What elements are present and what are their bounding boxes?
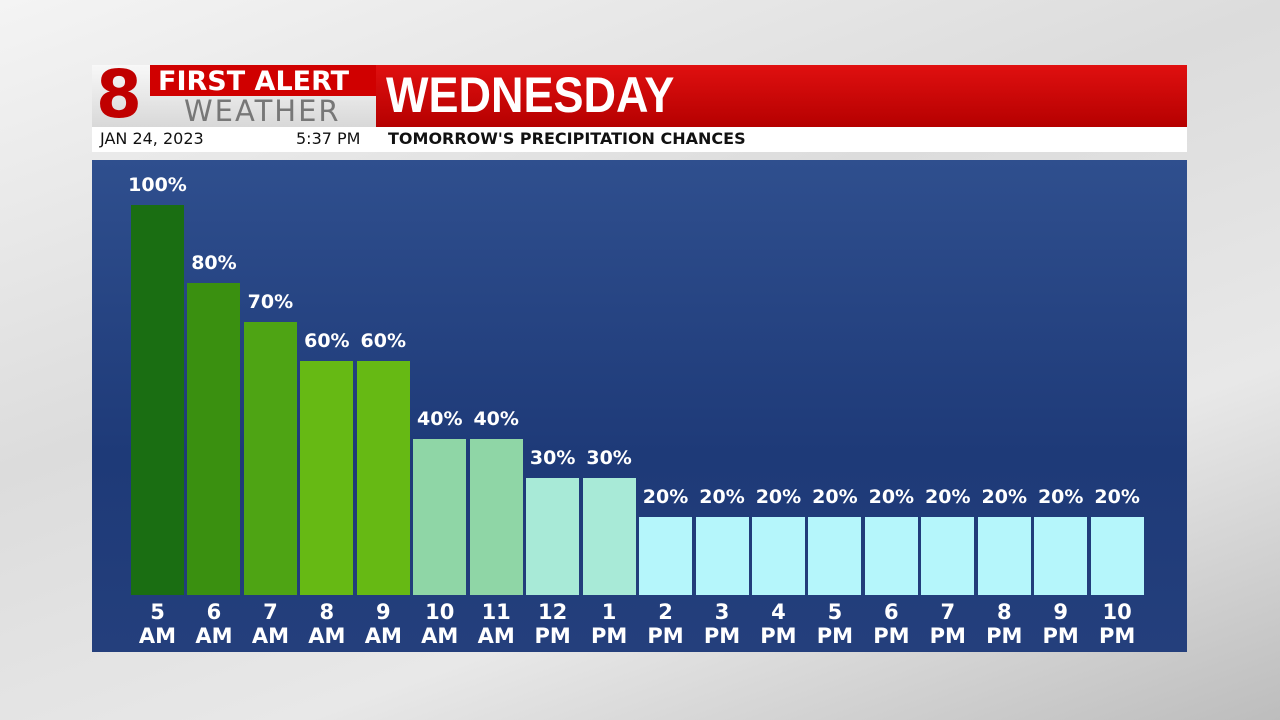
title: WEDNESDAY (386, 67, 675, 123)
value-label: 20% (1037, 486, 1084, 508)
value-label: 80% (191, 252, 237, 274)
x-tick-label: 1 PM (590, 600, 628, 648)
logo-number: 8 (96, 56, 142, 133)
value-label: 20% (755, 486, 802, 508)
bar (977, 517, 1031, 595)
value-label: 20% (981, 486, 1027, 508)
value-label: 20% (925, 486, 971, 508)
bar (1034, 517, 1088, 595)
bar (356, 361, 410, 595)
value-label: 20% (699, 486, 745, 508)
value-label: 20% (1094, 486, 1140, 508)
bar (469, 439, 523, 595)
bar (1090, 517, 1144, 595)
x-tick-label: 8 PM (986, 600, 1023, 648)
x-tick-label: 2 PM (647, 600, 684, 648)
x-tick-label: 5 PM (816, 600, 854, 648)
time: 5:37 PM (296, 129, 361, 148)
date: JAN 24, 2023 (100, 129, 204, 148)
bar (751, 517, 805, 595)
bar (808, 517, 862, 595)
x-tick-label: 9 AM (364, 600, 402, 648)
bar (413, 439, 467, 595)
title-bar (376, 65, 1187, 127)
value-label: 20% (642, 486, 689, 508)
x-tick-label: 11 AM (477, 600, 515, 648)
value-label: 60% (360, 330, 407, 352)
info-strip (92, 127, 1187, 152)
x-tick-label: 8 AM (308, 600, 346, 648)
bar (582, 478, 636, 595)
x-tick-label: 10 PM (1098, 600, 1136, 648)
value-label: 30% (586, 447, 632, 469)
value-label: 40% (417, 408, 463, 430)
value-label: 30% (529, 447, 576, 469)
x-tick-label: 6 PM (873, 600, 910, 648)
bar (864, 517, 918, 595)
logo-line2: WEATHER (184, 94, 341, 128)
value-label: 100% (128, 174, 187, 196)
x-tick-label: 3 PM (703, 600, 741, 648)
x-tick-label: 7 AM (251, 600, 289, 648)
bar (695, 517, 749, 595)
bar (921, 517, 975, 595)
value-label: 70% (247, 291, 294, 313)
x-tick-label: 7 PM (929, 600, 966, 648)
bar (131, 205, 184, 595)
value-label: 20% (868, 486, 915, 508)
value-label: 60% (304, 330, 350, 352)
x-tick-label: 9 PM (1042, 600, 1079, 648)
bar (300, 361, 354, 595)
bar (187, 283, 241, 595)
x-tick-label: 10 AM (421, 600, 459, 648)
subtitle: TOMORROW'S PRECIPITATION CHANCES (388, 129, 746, 148)
logo-line1: FIRST ALERT (158, 66, 350, 97)
x-tick-label: 6 AM (195, 600, 233, 648)
bar (639, 517, 693, 595)
x-tick-label: 4 PM (760, 600, 797, 648)
logo-red (150, 65, 376, 96)
value-label: 40% (473, 408, 519, 430)
x-tick-label: 12 PM (534, 600, 571, 648)
bar (243, 322, 297, 595)
x-tick-label: 5 AM (138, 600, 177, 648)
value-label: 20% (812, 486, 858, 508)
bar (526, 478, 580, 595)
